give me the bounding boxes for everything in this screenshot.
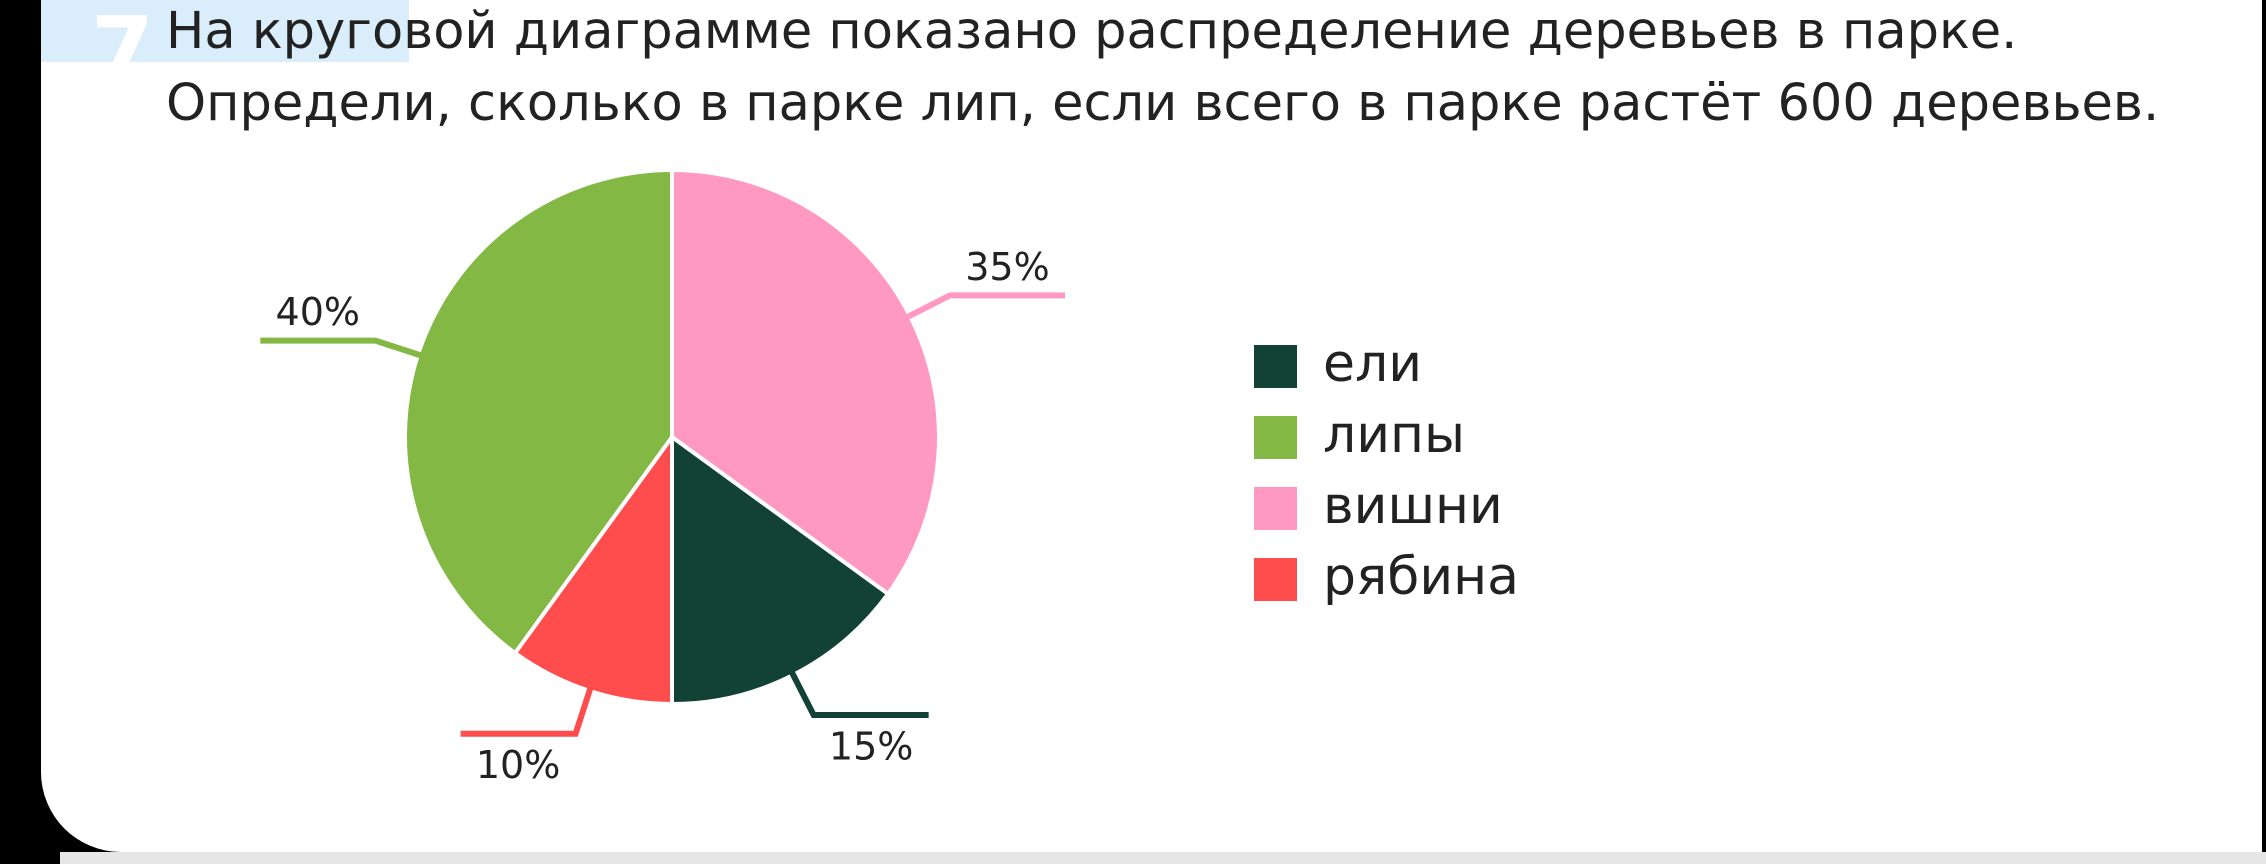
number-badge: 7: [41, 0, 409, 96]
slice-label: 10%: [476, 743, 560, 787]
bottom-strip: [60, 852, 2266, 864]
legend-label: вишни: [1323, 476, 1503, 536]
slice-label: 35%: [965, 245, 1049, 289]
leader-line: [260, 337, 423, 359]
leader-line: [460, 686, 594, 737]
task-card: 7 На круговой диаграмме показано распред…: [41, 0, 2262, 852]
slice-label: 15%: [829, 724, 913, 768]
legend-swatch: [1254, 558, 1297, 601]
leader-line: [904, 292, 1065, 321]
legend-label: липы: [1323, 405, 1465, 465]
legend-swatch: [1254, 345, 1297, 388]
legend-label: ели: [1323, 334, 1422, 394]
legend-swatch: [1254, 416, 1297, 459]
question-text: На круговой диаграмме показано распредел…: [166, 2, 2160, 133]
slice-label: 40%: [276, 290, 360, 334]
task-number: 7: [91, 0, 154, 103]
legend-label: рябина: [1323, 547, 1519, 607]
pie-chart: 35% 15% 10% 40% ели липы вишни рябина: [260, 167, 1519, 787]
legend-swatch: [1254, 487, 1297, 530]
leader-line: [788, 669, 929, 718]
